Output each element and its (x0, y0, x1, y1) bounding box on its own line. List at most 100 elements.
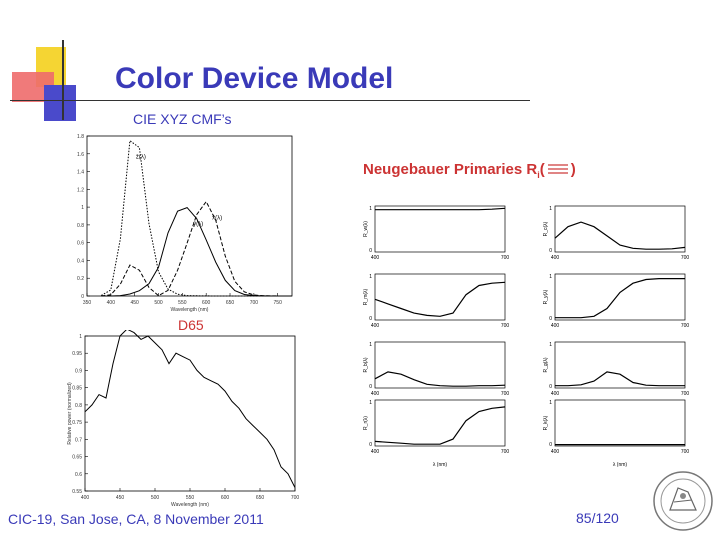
footer-text: CIC-19, San Jose, CA, 8 November 2011 (8, 511, 264, 527)
y-axis-label: Relative power (normalized) (67, 382, 73, 445)
y-tick-label: 1 (79, 334, 82, 340)
x-tick-label: 650 (226, 300, 235, 306)
panel-ymax: 1 (549, 206, 552, 212)
panel-xmin: 400 (551, 391, 560, 397)
y-tick-label: 0.7 (75, 437, 82, 443)
y-tick-label: 0.6 (75, 472, 82, 478)
panel-xmax: 700 (501, 255, 510, 261)
y-tick-label: 0.8 (75, 403, 82, 409)
series-line (101, 139, 292, 297)
series-line (101, 200, 292, 297)
panel-label: R_y(λ) (543, 289, 549, 304)
panel-curve (555, 371, 685, 387)
panel-xmin: 400 (371, 255, 380, 261)
panel-curve (375, 207, 506, 211)
panel-frame (554, 399, 686, 447)
deco-horizontal-line (10, 100, 530, 101)
panel-ymin: 0 (549, 384, 552, 390)
panel-ymin: 0 (549, 316, 552, 322)
panel-ymin: 0 (369, 442, 372, 448)
y-tick-label: 1 (81, 205, 84, 211)
panel-ymin: 0 (369, 384, 372, 390)
panel-frame (374, 273, 506, 321)
panel-xmax: 700 (501, 323, 510, 329)
x-tick-label: 650 (256, 495, 265, 501)
panel-label: R_r(λ) (363, 416, 369, 430)
x-tick-label: 550 (178, 300, 187, 306)
cie-cmf-chart: 350 400 450 500 550 600 650 700 750 0 0.2 0.4 0.6 0.8… (77, 134, 293, 313)
x-tick-label: 350 (83, 300, 92, 306)
panel-frame (554, 273, 686, 321)
lambda-symbol-icon (547, 164, 568, 177)
x-tick-label: 750 (274, 300, 283, 306)
x-tick-label: 500 (154, 300, 163, 306)
panel-frame (374, 341, 506, 389)
panel-xmax: 700 (681, 323, 690, 329)
panel-ymax: 1 (369, 206, 372, 212)
panel-frame (374, 399, 506, 447)
slide-title: Color Device Model (115, 62, 394, 95)
panel-ymin: 0 (369, 316, 372, 322)
panel-ymax: 1 (369, 342, 372, 348)
panel-label: R_g(λ) (543, 357, 549, 372)
panel-frame (554, 205, 686, 253)
panel-ymax: 1 (549, 274, 552, 280)
y-tick-label: 1.6 (77, 152, 84, 158)
neugebauer-panel: R_m(λ) 400 700 0 1 (363, 273, 510, 329)
panel-xmin: 400 (371, 449, 380, 455)
cmf-subtitle: CIE XYZ CMF’s (133, 111, 232, 127)
x-axis-label: Wavelength (nm) (171, 307, 209, 313)
x-tick-label: 400 (107, 300, 116, 306)
neugebauer-panels: R_w(λ) 400 700 0 1 R_c(λ) 400 700 0 1 R_m(λ) 400 700… (363, 205, 690, 468)
panel-frame (554, 341, 686, 389)
series-label: ȳ(λ) (193, 222, 203, 228)
panel-xmin: 400 (371, 391, 380, 397)
page-number: 85/120 (576, 510, 619, 526)
series-line (84, 330, 296, 488)
x-tick-label: 450 (131, 300, 140, 306)
y-tick-label: 0.95 (72, 351, 82, 357)
panel-xmax: 700 (501, 391, 510, 397)
y-tick-label: 1.2 (77, 187, 84, 193)
panel-xmax: 700 (681, 449, 690, 455)
panel-ymax: 1 (549, 400, 552, 406)
neugebauer-paren-open: ( (539, 161, 545, 178)
x-tick-label: 500 (151, 495, 160, 501)
panel-xmax: 700 (681, 255, 690, 261)
y-tick-label: 0.55 (72, 489, 82, 495)
y-tick-label: 0.65 (72, 455, 82, 461)
panel-ymin: 0 (549, 248, 552, 254)
panel-ymax: 1 (549, 342, 552, 348)
panel-label: R_w(λ) (363, 221, 369, 237)
y-tick-label: 0 (81, 294, 84, 300)
neugebauer-panel: R_w(λ) 400 700 0 1 (363, 205, 510, 261)
x-tick-label: 450 (116, 495, 125, 501)
x-tick-label: 600 (202, 300, 211, 306)
y-tick-label: 0.75 (72, 420, 82, 426)
x-axis-label: Wavelength (nm) (171, 502, 209, 508)
panel-curve (554, 221, 686, 250)
panel-xmin: 400 (371, 323, 380, 329)
series-label: z̄(λ) (136, 155, 146, 161)
y-tick-label: 0.6 (77, 241, 84, 247)
neugebauer-panel: R_b(λ) 400 700 0 1 (363, 341, 510, 397)
panel-label: R_k(λ) (543, 415, 549, 430)
plot-frame (86, 135, 293, 297)
panel-curve (374, 281, 506, 317)
d65-label: D65 (178, 317, 204, 333)
plot-frame (84, 335, 296, 492)
deco-blue-square (44, 85, 76, 121)
x-tick-label: 550 (186, 495, 195, 501)
panel-xmax: 700 (681, 391, 690, 397)
neugebauer-title: Neugebauer Primaries Ri() (363, 161, 576, 180)
neugebauer-panel: R_r(λ) 400 700 0 1 (363, 399, 510, 455)
panel-xmax: 700 (501, 449, 510, 455)
panel-xlabel-left: λ (nm) (433, 462, 448, 468)
panel-ymin: 0 (549, 442, 552, 448)
neugebauer-label: Neugebauer Primaries R (363, 161, 538, 178)
panel-xlabel-right: λ (nm) (613, 462, 628, 468)
x-tick-label: 400 (81, 495, 90, 501)
x-tick-label: 700 (291, 495, 300, 501)
y-tick-label: 0.85 (72, 386, 82, 392)
y-tick-label: 0.4 (77, 258, 84, 264)
